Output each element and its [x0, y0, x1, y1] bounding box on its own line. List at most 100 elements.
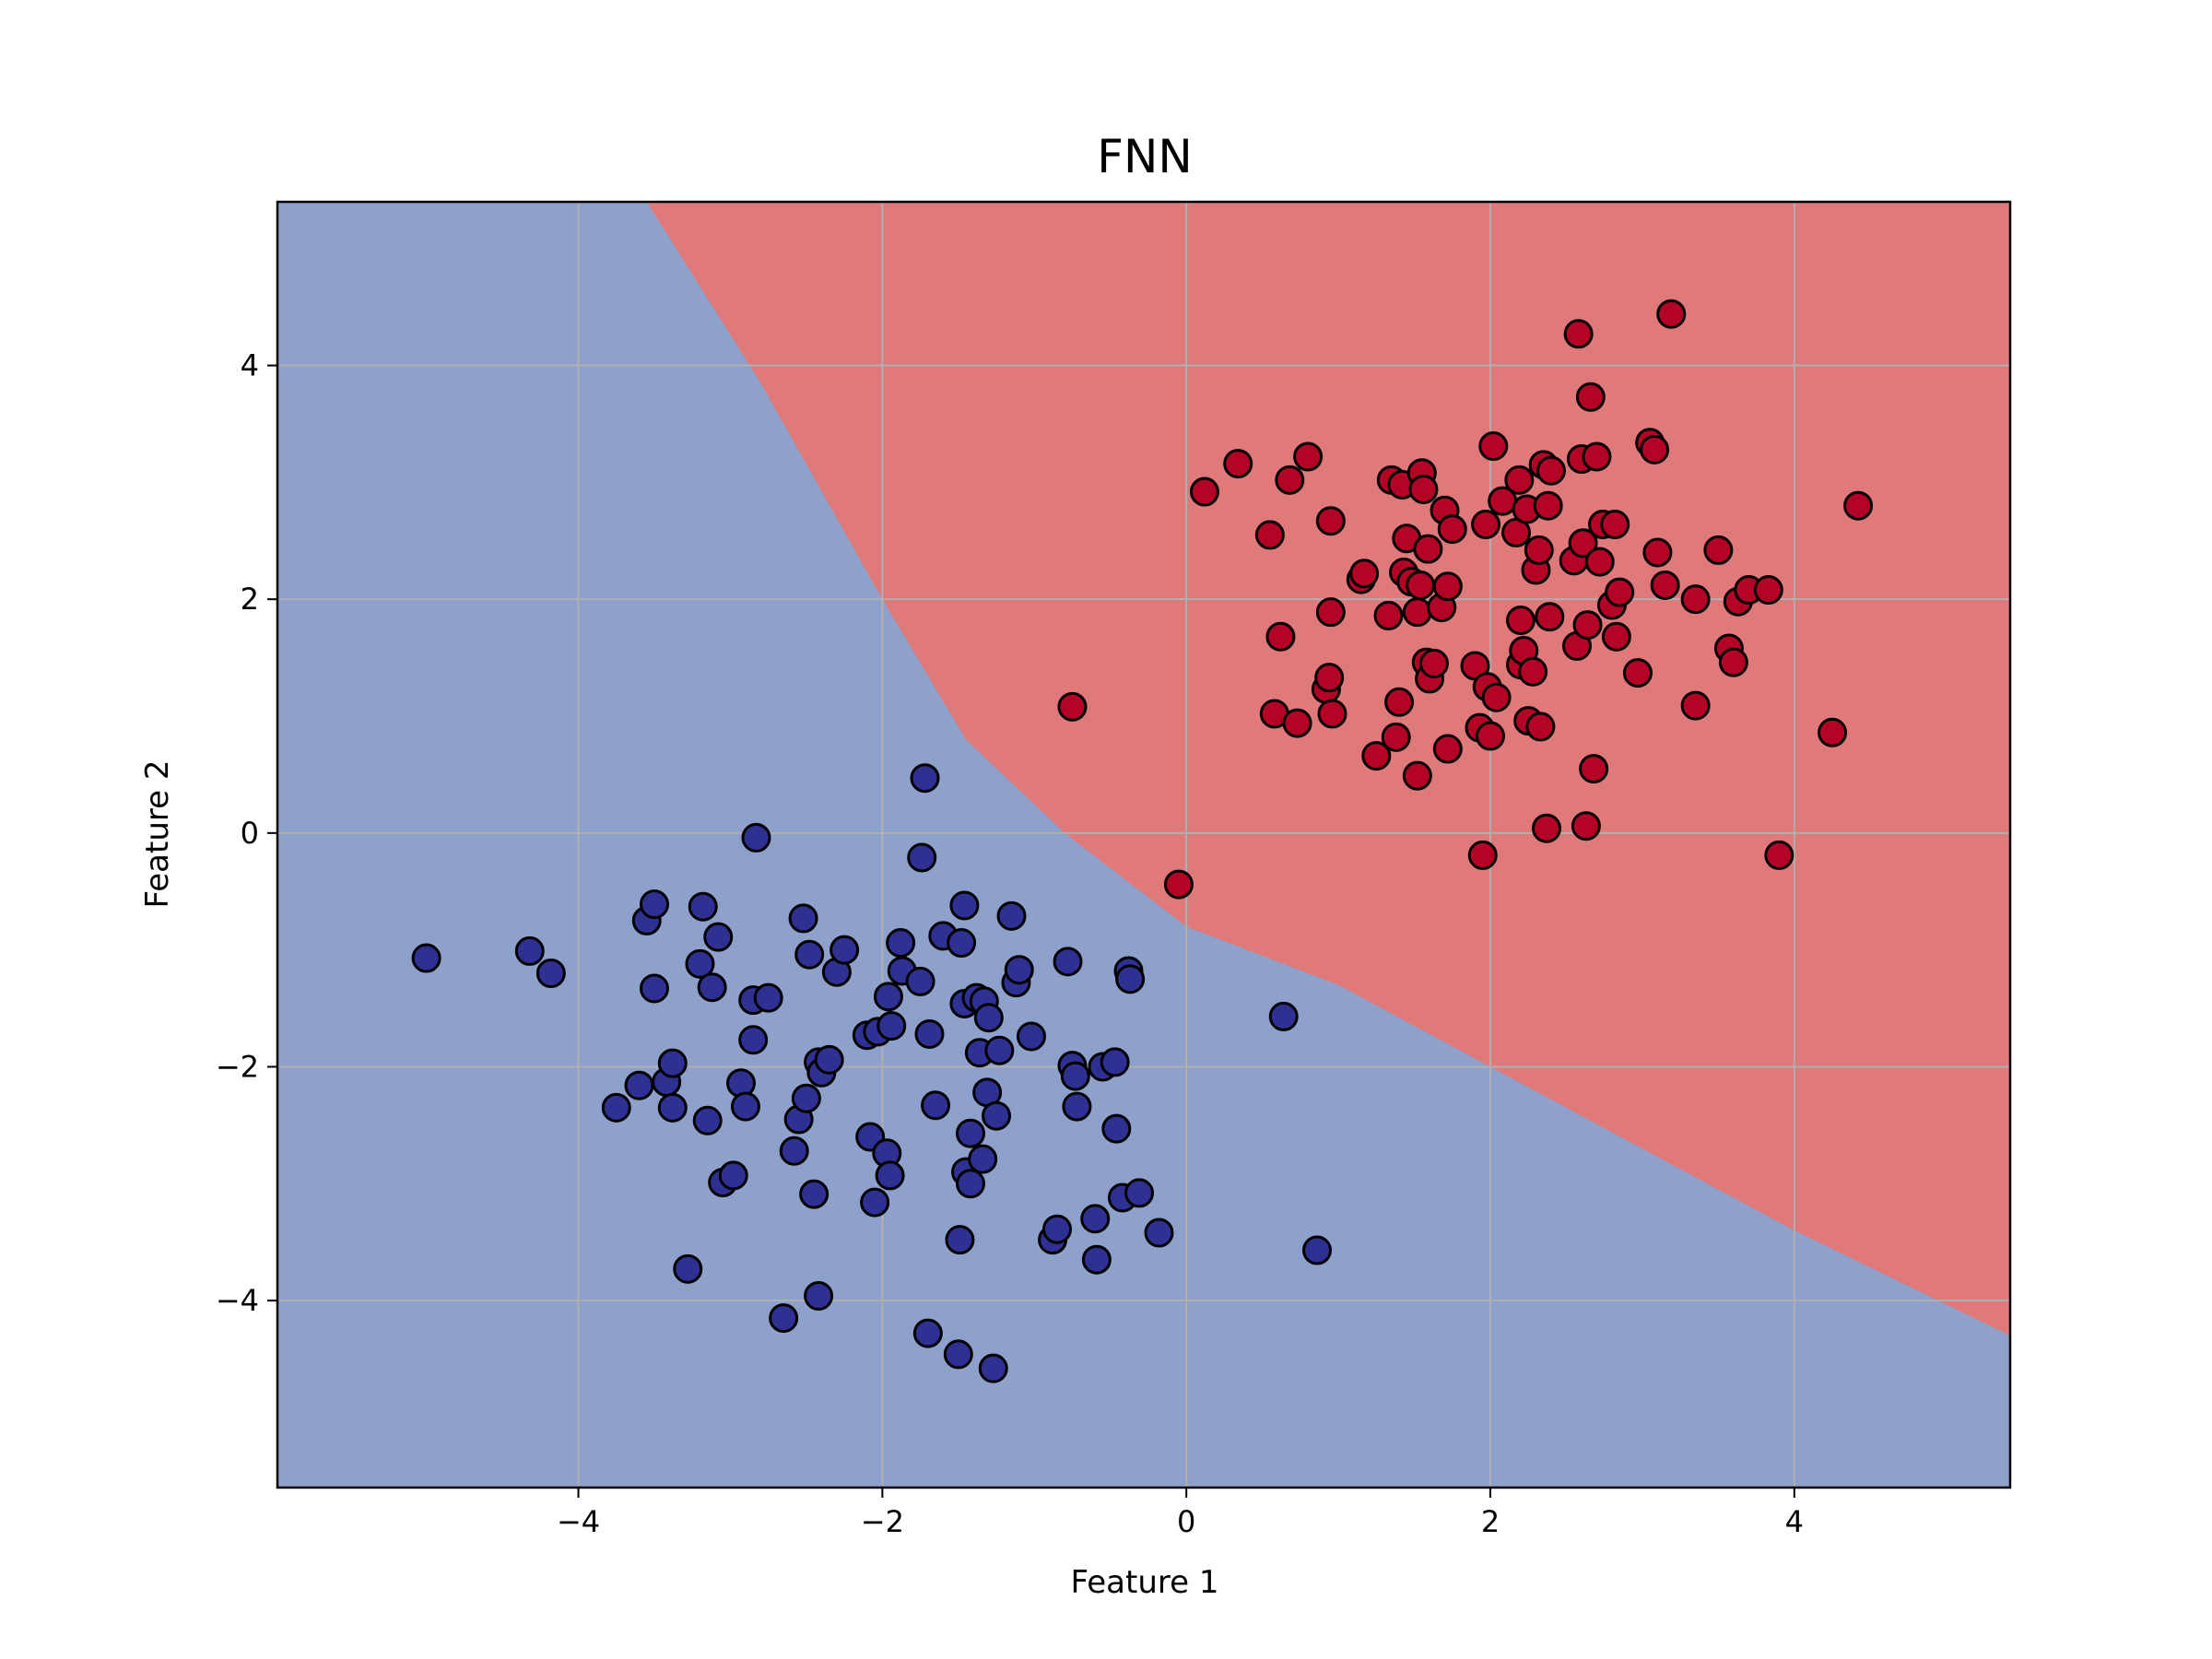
- data-point: [753, 982, 783, 1013]
- data-point: [907, 842, 937, 873]
- data-point: [1062, 1091, 1092, 1122]
- data-point: [1703, 535, 1734, 565]
- data-point: [1518, 656, 1548, 687]
- data-point: [1053, 947, 1083, 977]
- y-tick-label: −4: [216, 1283, 259, 1318]
- data-point: [943, 1339, 973, 1370]
- data-point: [791, 1083, 821, 1113]
- data-point: [1293, 441, 1324, 472]
- data-point: [1016, 1021, 1046, 1052]
- data-point: [914, 1018, 945, 1049]
- data-point: [688, 891, 718, 922]
- data-point: [1524, 535, 1554, 565]
- data-point: [738, 1025, 769, 1055]
- data-point: [947, 928, 977, 959]
- data-point: [1656, 299, 1687, 329]
- data-point: [814, 1044, 844, 1075]
- data-point: [1432, 571, 1463, 602]
- data-point: [1818, 717, 1848, 747]
- data-point: [1004, 955, 1034, 985]
- data-point: [886, 928, 916, 959]
- data-point: [1764, 840, 1794, 870]
- data-point: [1584, 547, 1615, 577]
- data-point: [1302, 1235, 1332, 1265]
- data-point: [996, 900, 1027, 931]
- plot-area: [276, 200, 2012, 1489]
- data-point: [1265, 621, 1296, 652]
- data-point: [1753, 575, 1783, 606]
- data-point: [1275, 465, 1305, 495]
- data-point: [1282, 708, 1312, 738]
- data-point: [956, 1118, 985, 1148]
- data-point: [1571, 811, 1601, 841]
- y-tick-label: −2: [216, 1049, 259, 1084]
- series-class-0: [411, 763, 1332, 1383]
- data-point: [978, 1353, 1008, 1383]
- data-point: [514, 935, 545, 966]
- x-tick-label: −4: [557, 1504, 600, 1539]
- data-point: [1418, 648, 1449, 678]
- x-axis-label: Feature 1: [1071, 1564, 1219, 1601]
- data-point: [769, 1303, 799, 1334]
- data-point: [741, 822, 771, 853]
- data-point: [1384, 687, 1415, 717]
- data-point: [1437, 514, 1467, 545]
- data-point: [1373, 600, 1404, 630]
- data-point: [1413, 534, 1443, 564]
- y-tick-label: 4: [241, 348, 259, 383]
- data-point: [1101, 1113, 1132, 1144]
- data-point: [1532, 813, 1562, 843]
- data-point: [1315, 597, 1346, 628]
- data-point: [1680, 690, 1711, 721]
- data-point: [1533, 490, 1563, 521]
- data-point: [718, 1160, 748, 1191]
- data-point: [1535, 602, 1565, 632]
- data-point: [982, 1100, 1012, 1131]
- data-point: [1601, 621, 1631, 652]
- plot-frame: [276, 200, 2012, 1489]
- data-point: [1254, 520, 1285, 550]
- data-point: [1650, 570, 1680, 600]
- data-point: [1223, 449, 1253, 479]
- data-point: [673, 1253, 703, 1284]
- y-tick-label: 2: [241, 582, 259, 617]
- data-point: [1575, 382, 1606, 412]
- data-point: [1640, 434, 1670, 465]
- x-axis: −4 −2 0 2 4: [557, 1488, 1804, 1539]
- data-point: [1100, 1047, 1130, 1077]
- data-point: [1622, 658, 1653, 688]
- data-point: [657, 1048, 688, 1078]
- data-point: [1563, 319, 1594, 349]
- data-point: [1144, 1218, 1174, 1248]
- data-point: [984, 1035, 1015, 1065]
- data-point: [877, 1011, 907, 1041]
- data-point: [639, 973, 669, 1004]
- data-point: [657, 1092, 688, 1123]
- data-point: [1605, 577, 1635, 607]
- data-point: [1406, 570, 1436, 600]
- data-point: [685, 948, 715, 979]
- data-point: [1315, 506, 1346, 536]
- data-point: [1402, 597, 1432, 628]
- data-point: [1057, 691, 1088, 722]
- data-point: [1525, 712, 1556, 742]
- data-point: [703, 922, 734, 952]
- data-point: [1124, 1178, 1155, 1208]
- data-point: [601, 1092, 631, 1123]
- data-point: [1432, 734, 1463, 764]
- data-point: [1189, 477, 1219, 507]
- data-point: [1115, 964, 1146, 994]
- data-point: [730, 1091, 760, 1122]
- data-point: [1600, 510, 1630, 540]
- data-point: [1568, 528, 1598, 559]
- data-point: [1582, 441, 1612, 472]
- data-point: [1572, 610, 1603, 641]
- data-point: [779, 1135, 809, 1166]
- data-point: [1467, 840, 1498, 870]
- data-point: [945, 1225, 975, 1255]
- data-point: [910, 763, 940, 794]
- y-axis-label: Feature 2: [139, 760, 176, 909]
- data-point: [1314, 663, 1345, 693]
